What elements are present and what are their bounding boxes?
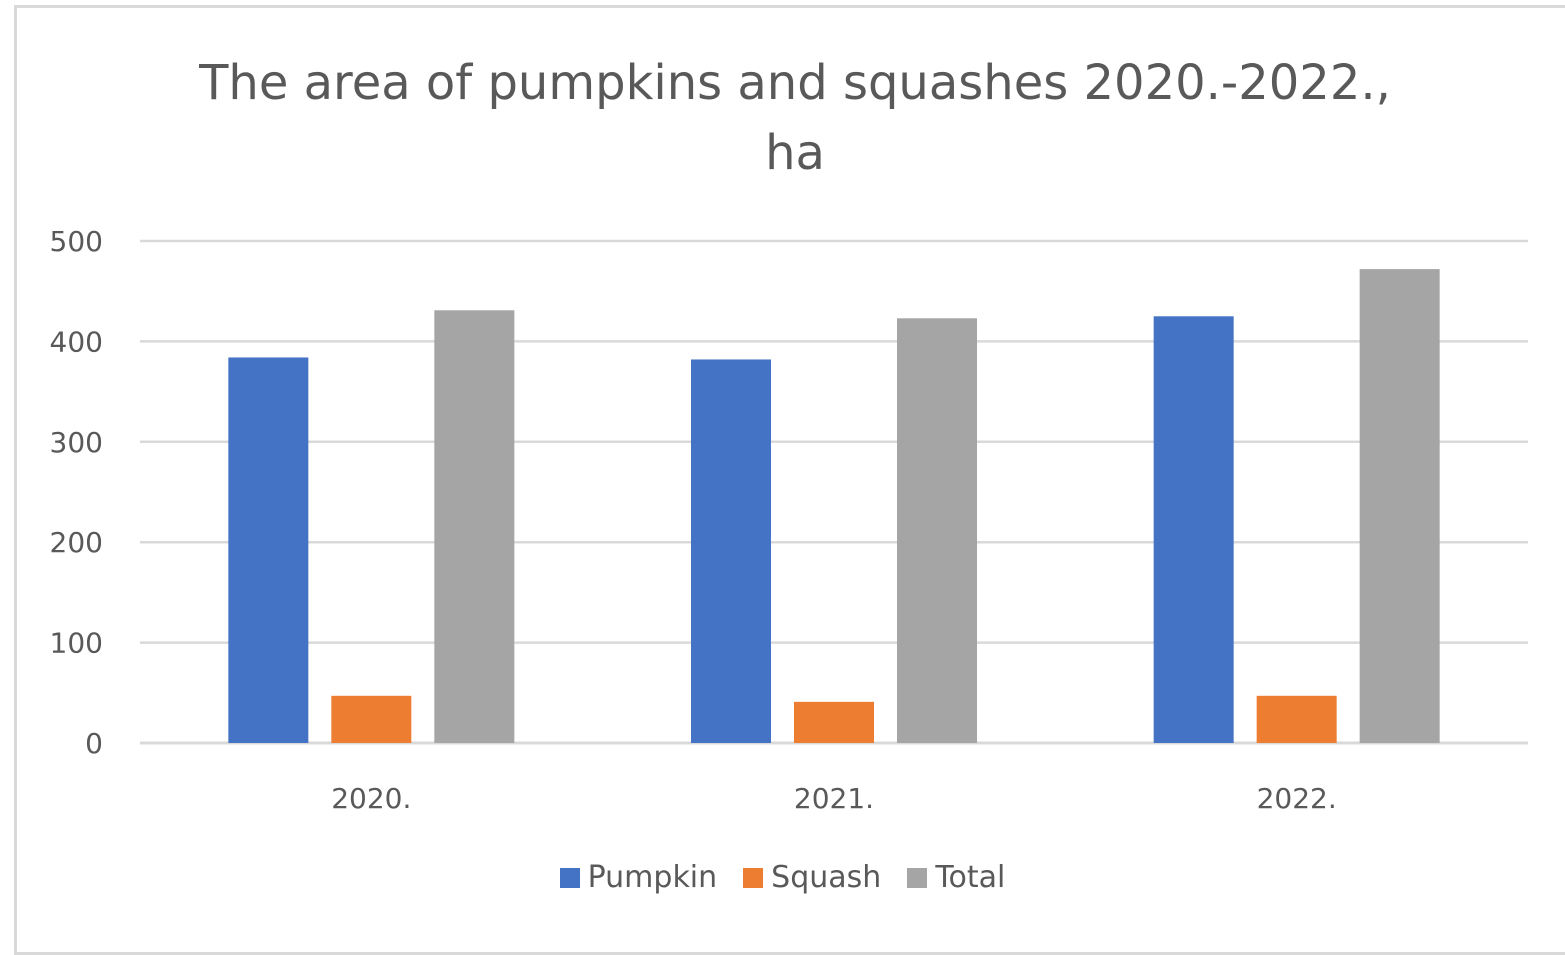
bar-total-2022	[1359, 269, 1440, 743]
legend-label: Squash	[771, 860, 882, 895]
y-axis-tick-labels: 0 100 200 300 400 500	[50, 225, 103, 760]
legend-label: Pumpkin	[587, 860, 718, 895]
chart-title: The area of pumpkins and squashes 2020.-…	[90, 48, 1500, 188]
bar-total-2020	[434, 310, 515, 743]
x-tick-label: 2020.	[331, 782, 411, 815]
x-axis-tick-labels: 2020. 2021. 2022.	[331, 782, 1337, 815]
x-tick-label: 2022.	[1257, 782, 1337, 815]
legend-swatch	[559, 867, 580, 888]
y-tick-label: 300	[50, 426, 103, 459]
legend-swatch	[743, 867, 764, 888]
bar-total-2021	[897, 318, 977, 743]
bar-squash-2022	[1256, 695, 1337, 743]
y-tick-label: 200	[50, 526, 103, 559]
bar-pumpkin-2020	[228, 357, 309, 743]
x-tick-label: 2021.	[794, 782, 874, 815]
chart-title-line-2: ha	[765, 125, 825, 181]
bar-pumpkin-2022	[1153, 316, 1234, 743]
bar-squash-2020	[331, 695, 412, 743]
y-tick-label: 100	[50, 627, 103, 660]
bar-pumpkin-2021	[691, 359, 771, 743]
legend: Pumpkin Squash Total	[0, 860, 1565, 895]
chart-title-line-1: The area of pumpkins and squashes 2020.-…	[199, 55, 1391, 111]
gridlines	[140, 239, 1528, 745]
bars	[228, 269, 1440, 743]
legend-label: Total	[935, 860, 1006, 895]
y-tick-label: 0	[85, 727, 103, 760]
legend-item-pumpkin: Pumpkin	[559, 860, 718, 895]
legend-item-squash: Squash	[743, 860, 881, 895]
bar-squash-2021	[794, 701, 874, 743]
legend-item-total: Total	[907, 860, 1005, 895]
y-tick-label: 400	[50, 325, 103, 358]
y-tick-label: 500	[50, 225, 103, 258]
legend-swatch	[907, 867, 928, 888]
